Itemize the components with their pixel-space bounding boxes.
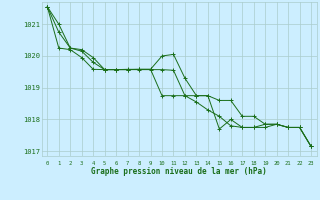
- X-axis label: Graphe pression niveau de la mer (hPa): Graphe pression niveau de la mer (hPa): [91, 167, 267, 176]
